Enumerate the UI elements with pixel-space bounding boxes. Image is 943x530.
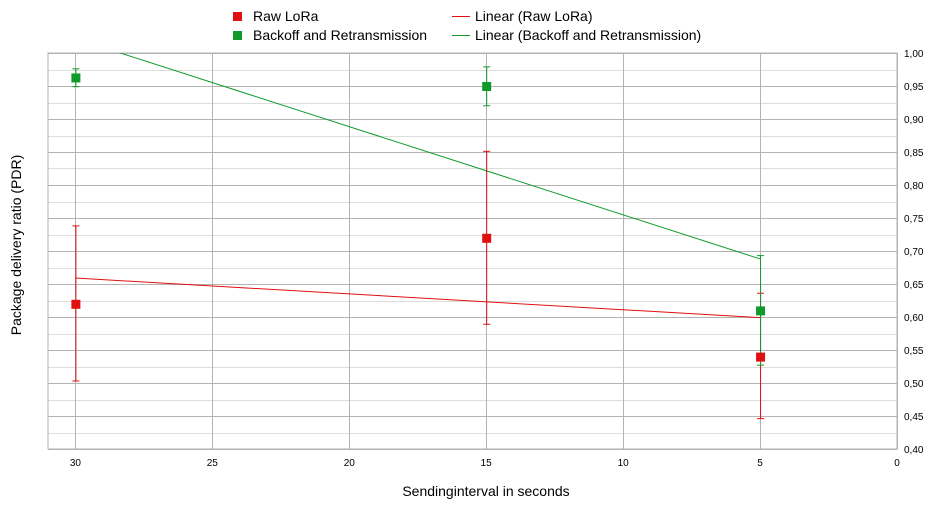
x-tick-label: 25 <box>207 458 219 469</box>
legend-label-linear-raw-lora: Linear (Raw LoRa) <box>475 8 593 24</box>
y-tick-label: 0,65 <box>904 280 924 291</box>
y-tick-label: 0,80 <box>904 181 924 192</box>
y-tick-label: 0,60 <box>904 313 924 324</box>
legend-marker-raw-lora <box>233 12 242 21</box>
y-tick-label: 0,50 <box>904 379 924 390</box>
legend-label-backoff: Backoff and Retransmission <box>253 27 427 43</box>
x-tick-label: 30 <box>70 458 82 469</box>
y-tick-label: 1,00 <box>904 49 924 60</box>
y-tick-label: 0,95 <box>904 82 924 93</box>
legend-label-raw-lora: Raw LoRa <box>253 8 319 24</box>
legend: Raw LoRa Backoff and Retransmission Line… <box>233 8 701 43</box>
data-point-marker <box>482 233 492 243</box>
x-tick-label: 10 <box>618 458 630 469</box>
data-point-marker <box>756 306 766 316</box>
x-axis-title: Sendinginterval in seconds <box>402 483 569 499</box>
trendline-0 <box>75 277 761 319</box>
data-point-marker <box>71 299 81 309</box>
plot-frame <box>47 52 898 450</box>
data-point-marker <box>71 73 81 83</box>
y-tick-label: 0,55 <box>904 346 924 357</box>
y-tick-label: 0,45 <box>904 412 924 423</box>
x-tick-label: 5 <box>757 458 763 469</box>
x-tick-label: 15 <box>481 458 493 469</box>
y-tick-label: 0,40 <box>904 445 924 456</box>
y-tick-label: 0,85 <box>904 148 924 159</box>
y-axis-title: Package delivery ratio (PDR) <box>8 155 24 336</box>
tick-labels: 0,40 0,45 0,50 0,55 0,60 0,65 0,70 0,75 0,80 0,85… <box>70 49 924 469</box>
y-tick-label: 0,90 <box>904 115 924 126</box>
x-tick-label: 20 <box>344 458 356 469</box>
data-point-marker <box>756 352 766 362</box>
trendlines <box>75 53 761 319</box>
y-tick-label: 0,75 <box>904 214 924 225</box>
legend-label-linear-backoff: Linear (Backoff and Retransmission) <box>475 27 701 43</box>
data-point-marker <box>482 82 492 91</box>
legend-marker-backoff <box>233 31 242 40</box>
grid-layer <box>48 53 898 450</box>
x-tick-label: 0 <box>894 458 900 469</box>
data-markers <box>71 73 766 362</box>
trendline-1 <box>118 53 761 260</box>
y-tick-label: 0,70 <box>904 247 924 258</box>
